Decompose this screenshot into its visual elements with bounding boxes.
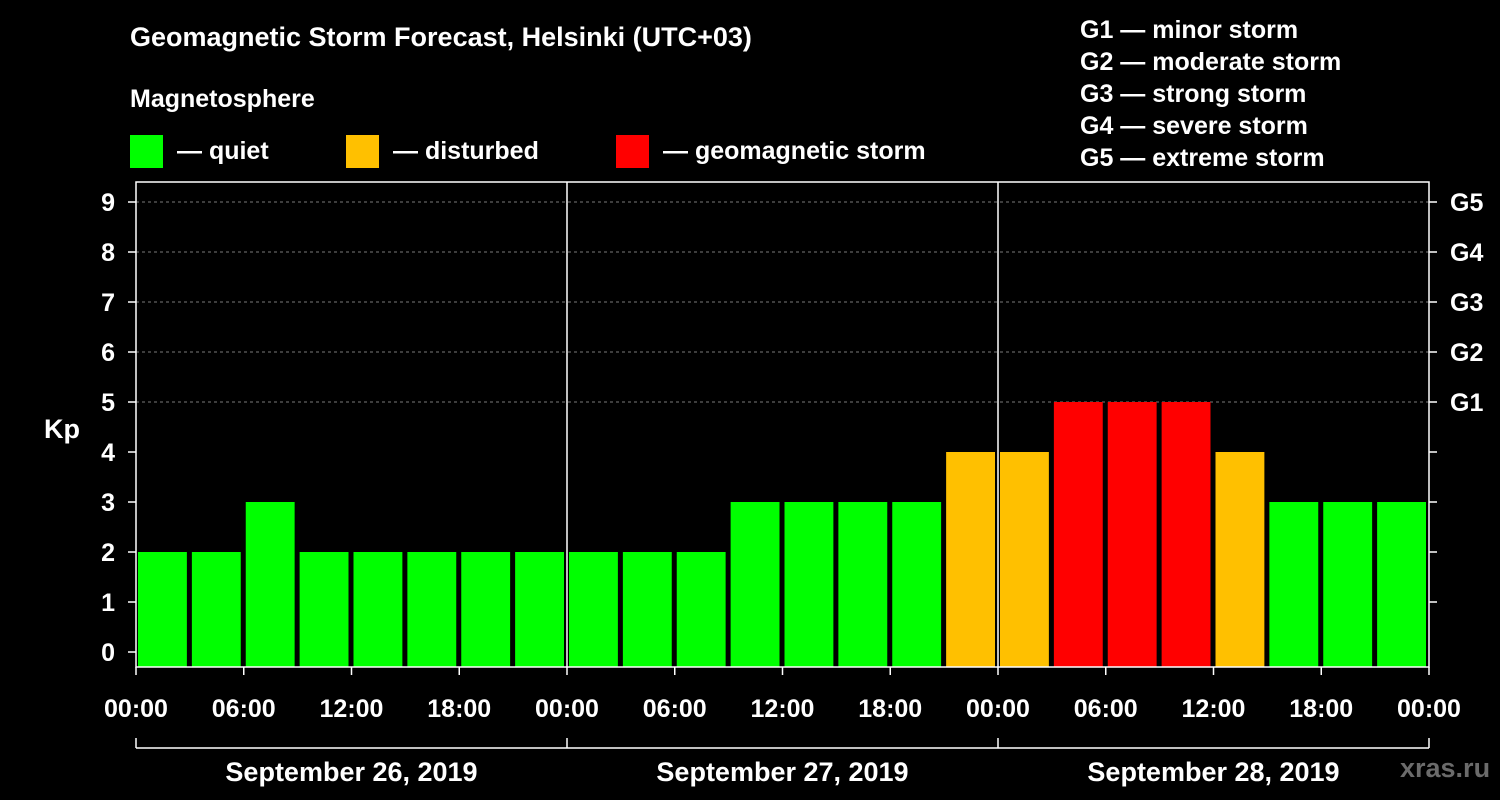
bar-3 — [299, 552, 349, 667]
legend-label-storm: — geomagnetic storm — [663, 136, 926, 165]
x-tick-label-1: 06:00 — [212, 695, 276, 723]
bar-14 — [892, 502, 942, 667]
bar-12 — [784, 502, 834, 667]
g-level-g1: G1 — minor storm — [1080, 16, 1299, 44]
legend-swatch-storm — [616, 134, 649, 168]
right-tick-label-g4: G4 — [1450, 239, 1483, 267]
day-label-2: September 28, 2019 — [1087, 757, 1339, 787]
x-tick-label-2: 12:00 — [320, 695, 384, 723]
bar-22 — [1323, 502, 1373, 667]
legend-swatch-disturbed — [346, 134, 379, 168]
legend-item-quiet: — quiet — [130, 134, 269, 168]
x-tick-label-6: 12:00 — [751, 695, 815, 723]
y-tick-label-4: 4 — [101, 439, 115, 467]
day-label-1: September 27, 2019 — [656, 757, 908, 787]
g-level-g5: G5 — extreme storm — [1080, 144, 1325, 172]
y-tick-label-6: 6 — [101, 339, 115, 367]
bar-6 — [461, 552, 511, 667]
y-tick-label-7: 7 — [101, 289, 115, 317]
g-level-g2: G2 — moderate storm — [1080, 48, 1342, 76]
g-level-g3: G3 — strong storm — [1080, 80, 1307, 108]
x-tick-label-9: 06:00 — [1074, 695, 1138, 723]
right-tick-label-g5: G5 — [1450, 189, 1483, 217]
y-tick-label-9: 9 — [101, 189, 115, 217]
g-level-legend: G1 — minor storm G2 — moderate storm G3 … — [1080, 14, 1341, 174]
x-tick-label-7: 18:00 — [858, 695, 922, 723]
bar-15 — [946, 452, 995, 667]
bar-10 — [676, 552, 726, 667]
bar-8 — [569, 552, 618, 667]
bar-19 — [1161, 402, 1211, 667]
x-tick-label-11: 18:00 — [1289, 695, 1353, 723]
chart-title: Geomagnetic Storm Forecast, Helsinki (UT… — [130, 22, 752, 52]
right-tick-label-g1: G1 — [1450, 389, 1483, 417]
bar-11 — [730, 502, 780, 667]
y-tick-label-1: 1 — [101, 589, 115, 617]
bar-7 — [515, 552, 564, 667]
legend-item-disturbed: — disturbed — [346, 134, 539, 168]
legend-subtitle: Magnetosphere — [130, 85, 315, 113]
legend-label-quiet: — quiet — [177, 136, 269, 165]
bar-4 — [353, 552, 403, 667]
bar-1 — [191, 552, 241, 667]
bar-23 — [1377, 502, 1426, 667]
y-tick-label-5: 5 — [101, 389, 115, 417]
x-tick-label-8: 00:00 — [966, 695, 1030, 723]
y-tick-label-0: 0 — [101, 639, 115, 667]
x-tick-label-12: 00:00 — [1397, 695, 1461, 723]
bar-9 — [622, 552, 672, 667]
bar-2 — [245, 502, 295, 667]
y-tick-label-3: 3 — [101, 489, 115, 517]
bar-16 — [1000, 452, 1049, 667]
x-tick-label-10: 12:00 — [1182, 695, 1246, 723]
y-axis-label: Kp — [44, 414, 80, 444]
legend-item-storm: — geomagnetic storm — [616, 134, 926, 168]
legend-swatch-quiet — [130, 134, 163, 168]
bar-13 — [838, 502, 888, 667]
watermark: xras.ru — [1400, 753, 1491, 783]
right-tick-label-g3: G3 — [1450, 289, 1483, 317]
bar-20 — [1215, 452, 1265, 667]
day-label-0: September 26, 2019 — [225, 757, 477, 787]
legend-label-disturbed: — disturbed — [393, 136, 539, 165]
bar-18 — [1107, 402, 1157, 667]
bar-0 — [138, 552, 187, 667]
bar-21 — [1269, 502, 1319, 667]
right-tick-label-g2: G2 — [1450, 339, 1483, 367]
x-tick-label-4: 00:00 — [535, 695, 599, 723]
bar-5 — [407, 552, 457, 667]
g-level-g4: G4 — severe storm — [1080, 112, 1308, 140]
y-tick-label-2: 2 — [101, 539, 115, 567]
y-tick-label-8: 8 — [101, 239, 115, 267]
x-tick-label-0: 00:00 — [104, 695, 168, 723]
bar-17 — [1053, 402, 1103, 667]
x-tick-label-5: 06:00 — [643, 695, 707, 723]
x-tick-label-3: 18:00 — [427, 695, 491, 723]
